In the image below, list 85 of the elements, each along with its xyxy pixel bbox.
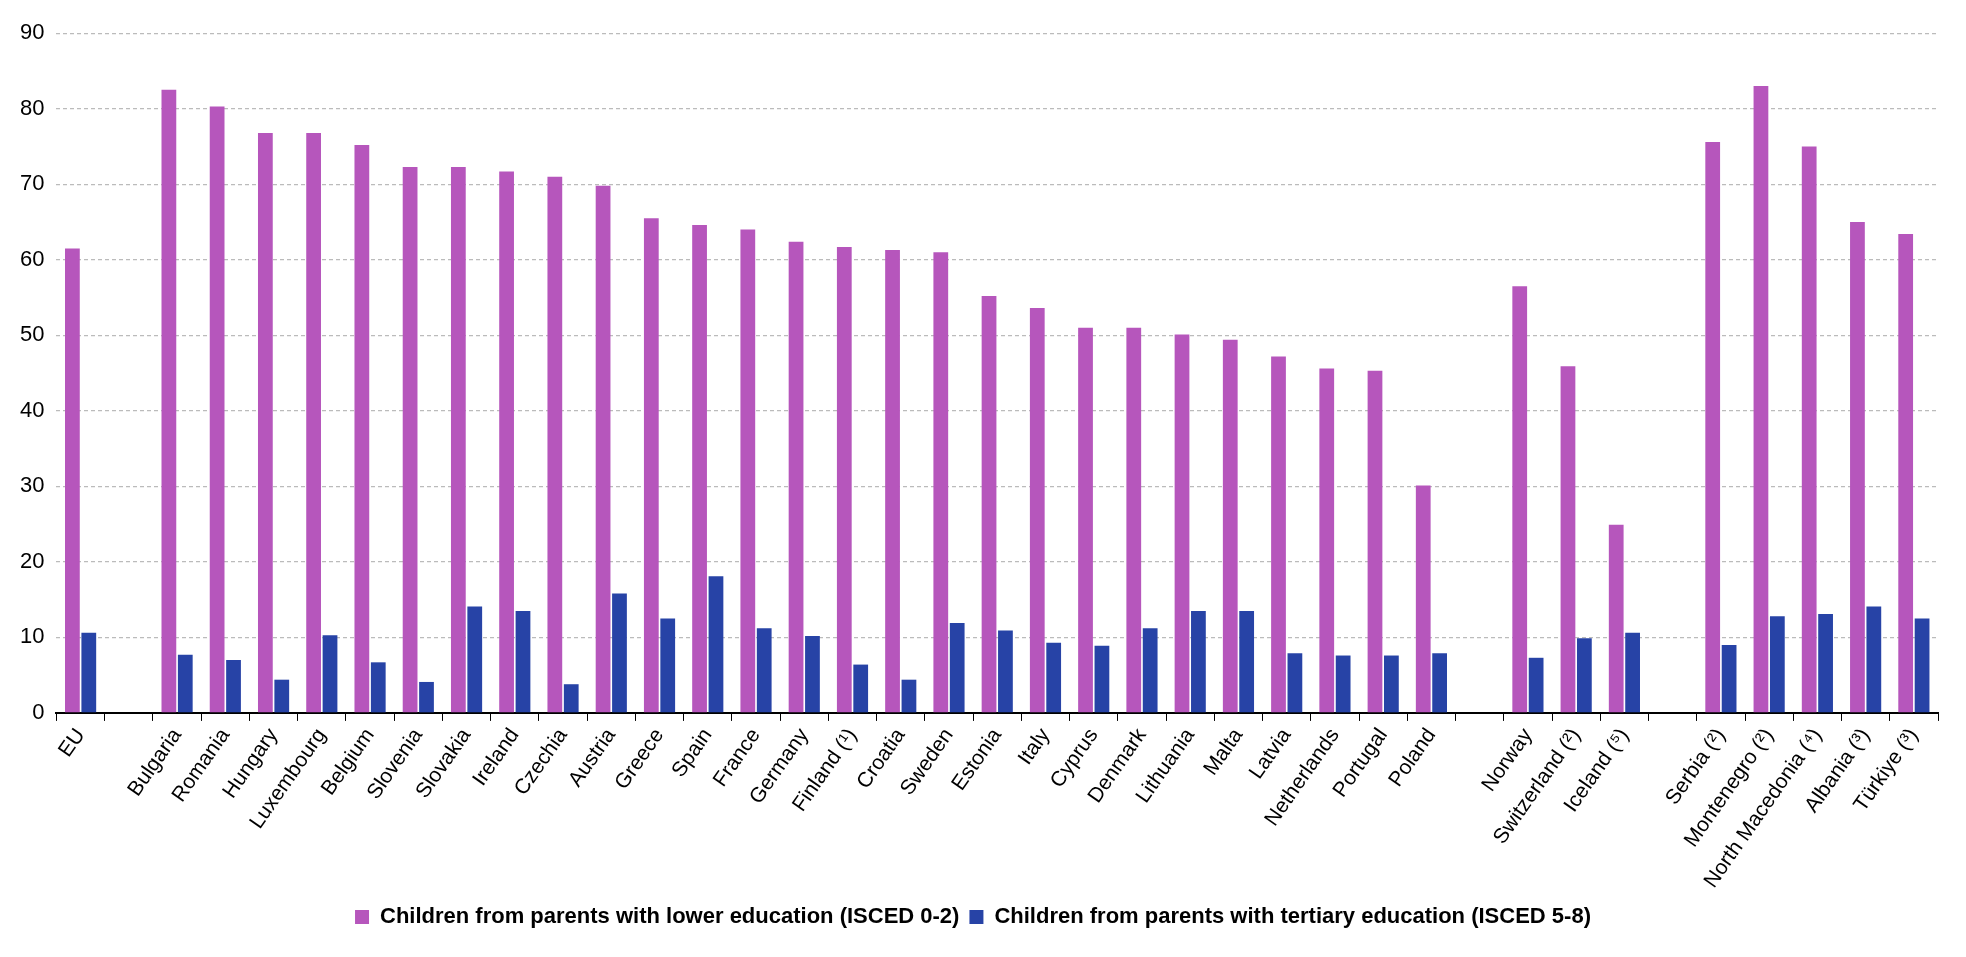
bar [708,576,724,713]
bar [322,635,338,713]
bar [998,630,1013,713]
bar [1866,606,1882,713]
bar [81,632,97,713]
bar [901,679,917,713]
bar [419,681,434,713]
bar [740,229,756,713]
bar [65,248,80,713]
bar [756,628,772,713]
bar [547,176,563,713]
y-tick-label: 50 [19,321,45,347]
bar [1142,628,1158,713]
bar [1818,613,1833,713]
bar [660,618,676,713]
bar [1914,618,1930,713]
y-tick-label: 40 [19,396,45,422]
bar [209,106,225,713]
bar [161,89,177,713]
bar [643,218,659,713]
bar [354,144,370,713]
bar [1287,653,1303,713]
bar [1625,632,1640,713]
bar [1705,141,1721,713]
legend-label: Children from parents with lower education (ISCED 0-2) [380,903,960,929]
bar [788,241,804,713]
bar [853,664,869,713]
bar [274,679,290,713]
bar [1367,370,1383,713]
bar [1191,610,1206,713]
bar [1898,234,1914,713]
bar [1608,524,1624,713]
bar [1415,485,1431,713]
bar [1432,653,1448,713]
bar [1769,616,1785,713]
bar [1094,645,1110,713]
bar [1753,86,1769,713]
bar [563,684,579,713]
bar [450,166,466,713]
bar [1029,308,1045,713]
bar [933,252,949,713]
y-tick-label: 70 [19,170,45,196]
bar [1046,642,1062,713]
bar [612,593,627,713]
bar [467,606,483,713]
bar [805,635,820,713]
bar [499,171,514,713]
bar [306,132,321,713]
bar [1721,644,1737,713]
bar [1850,222,1865,713]
bar [515,610,531,713]
y-tick-label: 0 [32,698,45,724]
bar [1512,286,1528,713]
bar [177,654,193,713]
bar [370,662,386,713]
y-tick-label: 20 [19,547,45,573]
y-tick-label: 10 [19,623,45,649]
bar [1560,366,1576,713]
y-tick-label: 90 [19,19,45,45]
bar [1078,327,1093,713]
bar [1801,146,1817,713]
bar [1222,339,1238,713]
x-tick-label: EU [53,723,89,761]
bar [949,623,965,713]
bar [1576,638,1592,713]
y-tick-label: 60 [19,245,45,271]
bar [402,166,418,713]
bar [1384,655,1399,713]
y-tick-label: 30 [19,472,45,498]
bar [1126,327,1142,713]
bar [981,296,997,713]
bar [1174,334,1190,713]
bar [595,185,611,713]
bar [257,132,273,713]
bar [885,249,900,713]
bar [836,246,852,713]
bar [1319,368,1335,713]
bar [1239,610,1255,713]
y-tick-label: 80 [19,94,45,120]
bar [1528,657,1544,713]
bar [1271,356,1286,713]
bar [692,225,707,713]
legend-label: Children from parents with tertiary education (ISCED 5-8) [994,903,1591,929]
bar [1335,655,1351,713]
bar [226,660,241,713]
